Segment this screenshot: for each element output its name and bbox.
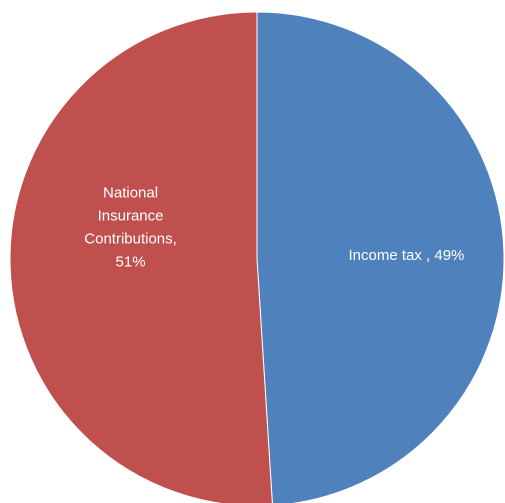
pie-label-national-insurance-contributions: National Insurance Contributions, 51% <box>84 184 177 270</box>
pie-slices <box>9 11 505 503</box>
pie-label-line: Contributions, <box>84 230 177 247</box>
pie-label-line: 51% <box>116 253 146 270</box>
pie-label-income-tax: Income tax , 49% <box>348 247 464 264</box>
pie-label-line: Insurance <box>98 207 164 224</box>
pie-labels: Income tax , 49% National Insurance Contrib… <box>84 184 464 270</box>
pie-slice-income-tax <box>256 11 505 503</box>
pie-label-line: Income tax , 49% <box>348 247 464 264</box>
pie-label-line: National <box>103 184 158 201</box>
pie-slice-national-insurance-contributions <box>9 11 273 503</box>
